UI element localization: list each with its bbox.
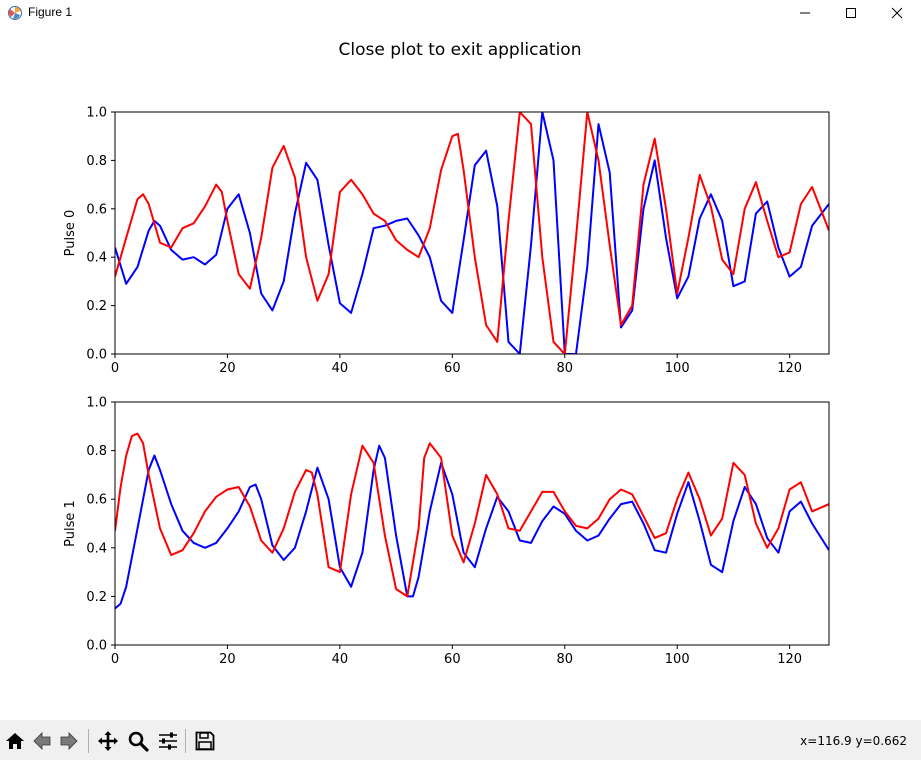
- back-button[interactable]: [29, 728, 55, 754]
- x-tick-label: 100: [665, 361, 690, 376]
- axes-frame: [114, 401, 830, 646]
- window-title: Figure 1: [28, 5, 73, 19]
- figure-svg[interactable]: Close plot to exit application 0 20 40 60 80…: [0, 26, 921, 720]
- pan-button[interactable]: [95, 728, 121, 754]
- x-tick-label: 120: [777, 361, 802, 376]
- y-tick-label: 0.8: [86, 444, 107, 459]
- x-tick-label: 0: [111, 361, 119, 376]
- home-icon: [6, 733, 24, 749]
- zoom-icon: [128, 731, 149, 752]
- series-line-0: [115, 444, 829, 610]
- forward-icon: [60, 732, 78, 750]
- x-tick-label: 80: [556, 652, 573, 667]
- y-tick-label: 0.0: [86, 348, 107, 363]
- x-tick-label: 60: [444, 361, 461, 376]
- y-tick-label: 0.6: [86, 493, 107, 508]
- y-tick-label: 0.0: [86, 639, 107, 654]
- save-icon: [195, 731, 215, 751]
- x-tick-label: 60: [444, 652, 461, 667]
- series-line-1: [115, 432, 829, 598]
- minimize-icon: [800, 12, 810, 14]
- y-tick-label: 1.0: [86, 396, 107, 411]
- x-tick-label: 20: [219, 361, 236, 376]
- figure-suptitle: Close plot to exit application: [339, 40, 582, 60]
- toolbar-separator: [88, 729, 89, 753]
- minimize-button[interactable]: [782, 0, 828, 26]
- home-button[interactable]: [2, 728, 28, 754]
- title-bar: Figure 1: [0, 0, 921, 26]
- configure-subplots-button[interactable]: [155, 728, 181, 754]
- series-line-1: [115, 112, 829, 354]
- configure-subplots-icon: [159, 732, 177, 750]
- subplot-0: 0 20 40 60 80 100 120 0.0 0.2 0.4 0.6 0.8 1.0 Pulse 0: [63, 106, 830, 376]
- y-tick-label: 0.2: [86, 590, 107, 605]
- cursor-coordinates: x=116.9 y=0.662: [800, 734, 907, 748]
- subplot-1: 0 20 40 60 80 100 120 0.0 0.2 0.4 0.6 0.8 1.0 Pulse 1: [63, 396, 830, 667]
- forward-button[interactable]: [56, 728, 82, 754]
- save-button[interactable]: [192, 728, 218, 754]
- toolbar-separator: [185, 729, 186, 753]
- back-icon: [33, 732, 51, 750]
- figure-canvas[interactable]: Close plot to exit application 0 20 40 60 80…: [0, 26, 921, 720]
- zoom-button[interactable]: [125, 728, 151, 754]
- y-tick-label: 1.0: [86, 106, 107, 121]
- series-line-0: [115, 112, 829, 354]
- y-axis-label: Pulse 0: [63, 210, 78, 257]
- maximize-button[interactable]: [828, 0, 874, 26]
- x-tick-label: 80: [556, 361, 573, 376]
- y-tick-label: 0.4: [86, 541, 107, 556]
- x-tick-label: 0: [111, 652, 119, 667]
- pan-icon: [98, 731, 118, 751]
- navigation-toolbar: x=116.9 y=0.662: [0, 720, 921, 760]
- close-icon: [891, 7, 903, 19]
- x-tick-label: 40: [332, 652, 349, 667]
- x-tick-label: 20: [219, 652, 236, 667]
- maximize-icon: [846, 8, 856, 18]
- y-tick-label: 0.4: [86, 251, 107, 266]
- close-button[interactable]: [874, 0, 920, 26]
- y-axis-label: Pulse 1: [63, 500, 78, 547]
- y-tick-label: 0.2: [86, 299, 107, 314]
- x-tick-label: 120: [777, 652, 802, 667]
- x-tick-label: 40: [332, 361, 349, 376]
- matplotlib-figure-icon: [7, 5, 23, 21]
- y-tick-label: 0.6: [86, 202, 107, 217]
- x-tick-label: 100: [665, 652, 690, 667]
- axes-frame: [114, 111, 830, 355]
- y-tick-label: 0.8: [86, 154, 107, 169]
